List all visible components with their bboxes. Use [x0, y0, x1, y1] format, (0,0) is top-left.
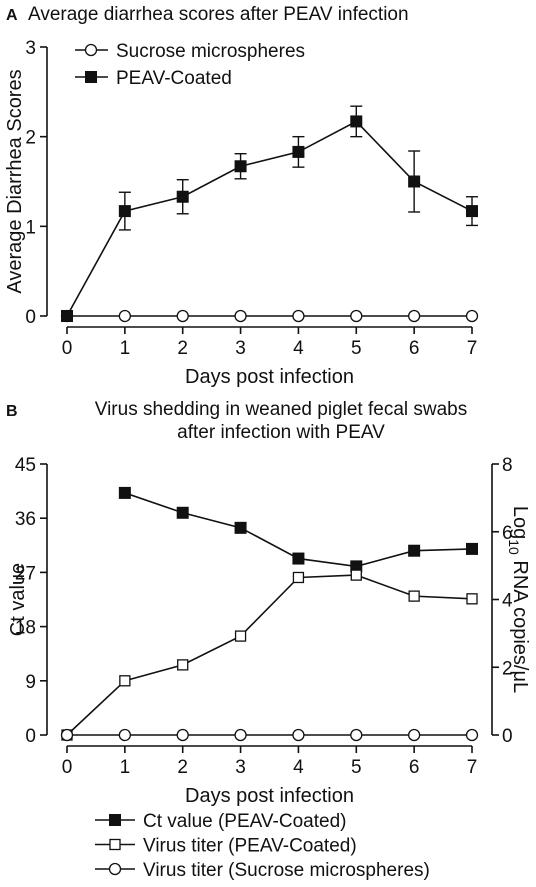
panel-b-virus-shedding-chart: B Virus shedding in weaned piglet fecal …	[6, 399, 531, 881]
panel-a-x-tick-label: 2	[177, 338, 188, 359]
panel-a-data-point	[292, 145, 305, 158]
panel-a-data-point	[466, 205, 478, 218]
panel-a-data-point	[234, 309, 247, 323]
panel-a-data-point	[292, 309, 305, 323]
panel-a-x-tick-label: 7	[467, 338, 478, 359]
panel-b-y2-tick-label: 6	[502, 523, 513, 544]
panel-b-y-tick-label: 9	[25, 672, 36, 693]
panel-a-y-axis-label: Average Diarrhea Scores	[4, 69, 26, 293]
panel-a-y-tick-label: 1	[25, 217, 36, 238]
panel-b-series-line	[66, 574, 473, 736]
panel-a-x-tick-label: 1	[120, 338, 131, 359]
panel-a-y-tick-label: 0	[25, 307, 36, 328]
panel-b-data-point	[176, 506, 189, 519]
panel-b-data-point	[292, 571, 305, 584]
panel-b-x-tick-label: 3	[235, 757, 246, 778]
panel-b-data-point	[118, 728, 132, 742]
panel-b-y-tick-label: 0	[25, 726, 36, 747]
panel-a-y-tick-label: 2	[25, 128, 36, 149]
panel-b-y-tick-label: 45	[15, 455, 36, 476]
panel-a-x-tick-label: 6	[409, 338, 420, 359]
panel-b-letter: B	[6, 403, 18, 420]
panel-b-x-tick-label: 4	[293, 757, 304, 778]
panel-b-data-point	[466, 542, 478, 555]
panel-a-data-point	[408, 175, 421, 188]
panel-b-legend-marker	[108, 862, 122, 876]
panel-a-letter: A	[6, 7, 18, 24]
panel-a-data-point	[350, 309, 363, 323]
panel-b-y-axis-label: Ct value	[7, 563, 29, 636]
panel-b-data-point	[292, 552, 305, 565]
panel-b-legend-marker	[109, 838, 121, 851]
panel-a-x-tick-label: 5	[351, 338, 362, 359]
panel-b-title-line-1: Virus shedding in weaned piglet fecal sw…	[95, 399, 468, 420]
panel-b-y2-axis-label: Log10 RNA copies/μL	[506, 506, 531, 693]
panel-b-data-point	[407, 728, 421, 742]
panel-b-title-line-2: after infection with PEAV	[177, 422, 385, 443]
panel-b-legend-marker	[109, 814, 121, 826]
panel-a-series-line	[66, 120, 473, 317]
panel-b-y2-tick-label: 4	[502, 591, 513, 612]
panel-a-x-tick-label: 4	[293, 338, 304, 359]
panel-b-x-axis-label: Days post infection	[185, 785, 354, 807]
panel-b-data-point	[292, 728, 305, 742]
panel-b-data-point	[408, 544, 421, 557]
panel-a-data-point	[350, 115, 363, 128]
panel-b-data-point	[176, 728, 189, 742]
panel-b-y2-tick-label: 8	[502, 455, 513, 476]
panel-b-y2-tick-label: 2	[502, 658, 513, 679]
panel-a-data-point	[465, 309, 479, 323]
panel-a-legend-marker	[84, 43, 98, 57]
panel-a-data-point	[118, 205, 131, 218]
panel-b-y2-tick-label: 0	[502, 726, 513, 747]
panel-a-diarrhea-scores-chart: A Average diarrhea scores after PEAV inf…	[4, 4, 479, 388]
panel-a-title: Average diarrhea scores after PEAV infec…	[28, 4, 409, 25]
panel-a-data-point	[407, 309, 421, 323]
panel-b-data-point	[465, 728, 479, 742]
panel-a-legend-label: Sucrose microspheres	[116, 41, 305, 62]
panel-b-x-tick-label: 0	[62, 757, 73, 778]
panel-b-y-tick-label: 27	[15, 563, 36, 584]
panel-b-data-point	[118, 486, 131, 499]
panel-b-x-tick-label: 6	[409, 757, 420, 778]
panel-b-x-tick-label: 1	[120, 757, 131, 778]
panel-a-data-point	[234, 160, 247, 173]
panel-a-data-point	[176, 190, 189, 203]
panel-a-legend-marker	[85, 71, 97, 83]
panel-b-data-point	[350, 569, 362, 581]
panel-b-legend-label: Virus titer (PEAV-Coated)	[143, 836, 357, 857]
panel-a-data-point	[118, 309, 132, 323]
panel-b-data-point	[234, 521, 247, 534]
panel-b-data-point	[466, 593, 478, 605]
panel-a-x-axis-label: Days post infection	[185, 366, 354, 388]
panel-b-data-point	[119, 675, 131, 687]
panel-a-y-tick-label: 3	[25, 38, 36, 59]
panel-b-data-point	[60, 728, 74, 742]
panel-b-data-point	[177, 659, 189, 671]
panel-b-data-point	[350, 728, 363, 742]
panel-a-x-tick-label: 3	[235, 338, 246, 359]
panel-b-y-tick-label: 36	[15, 509, 36, 530]
panel-b-data-point	[234, 728, 247, 742]
panel-a-x-tick-label: 0	[62, 338, 73, 359]
panel-b-x-tick-label: 2	[177, 757, 188, 778]
panel-b-x-tick-label: 7	[467, 757, 478, 778]
panel-a-data-point	[61, 310, 73, 322]
panel-a-legend-label: PEAV-Coated	[116, 68, 232, 89]
panel-b-data-point	[234, 630, 247, 642]
panel-b-y-tick-label: 18	[15, 618, 36, 639]
panel-a-data-point	[176, 309, 189, 323]
panel-b-data-point	[408, 590, 420, 602]
panel-b-x-tick-label: 5	[351, 757, 362, 778]
panel-b-legend-label: Virus titer (Sucrose microspheres)	[143, 860, 430, 881]
panel-b-legend-label: Ct value (PEAV-Coated)	[143, 811, 346, 832]
